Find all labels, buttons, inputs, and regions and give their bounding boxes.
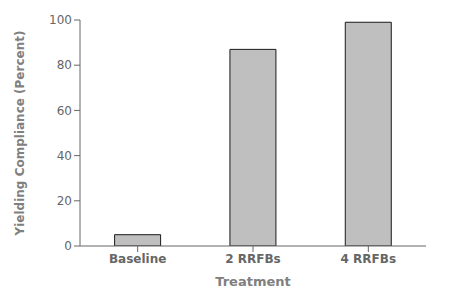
svg-text:80: 80 [57,58,72,72]
svg-text:4 RRFBs: 4 RRFBs [341,252,397,266]
svg-text:Treatment: Treatment [215,274,291,289]
svg-text:Baseline: Baseline [109,252,166,266]
svg-text:0: 0 [64,239,72,253]
svg-text:20: 20 [57,194,72,208]
svg-text:60: 60 [57,104,72,118]
svg-text:2 RRFBs: 2 RRFBs [225,252,281,266]
svg-text:Yielding Compliance (Percent): Yielding Compliance (Percent) [13,31,27,237]
svg-text:100: 100 [49,13,72,27]
svg-text:40: 40 [57,149,72,163]
